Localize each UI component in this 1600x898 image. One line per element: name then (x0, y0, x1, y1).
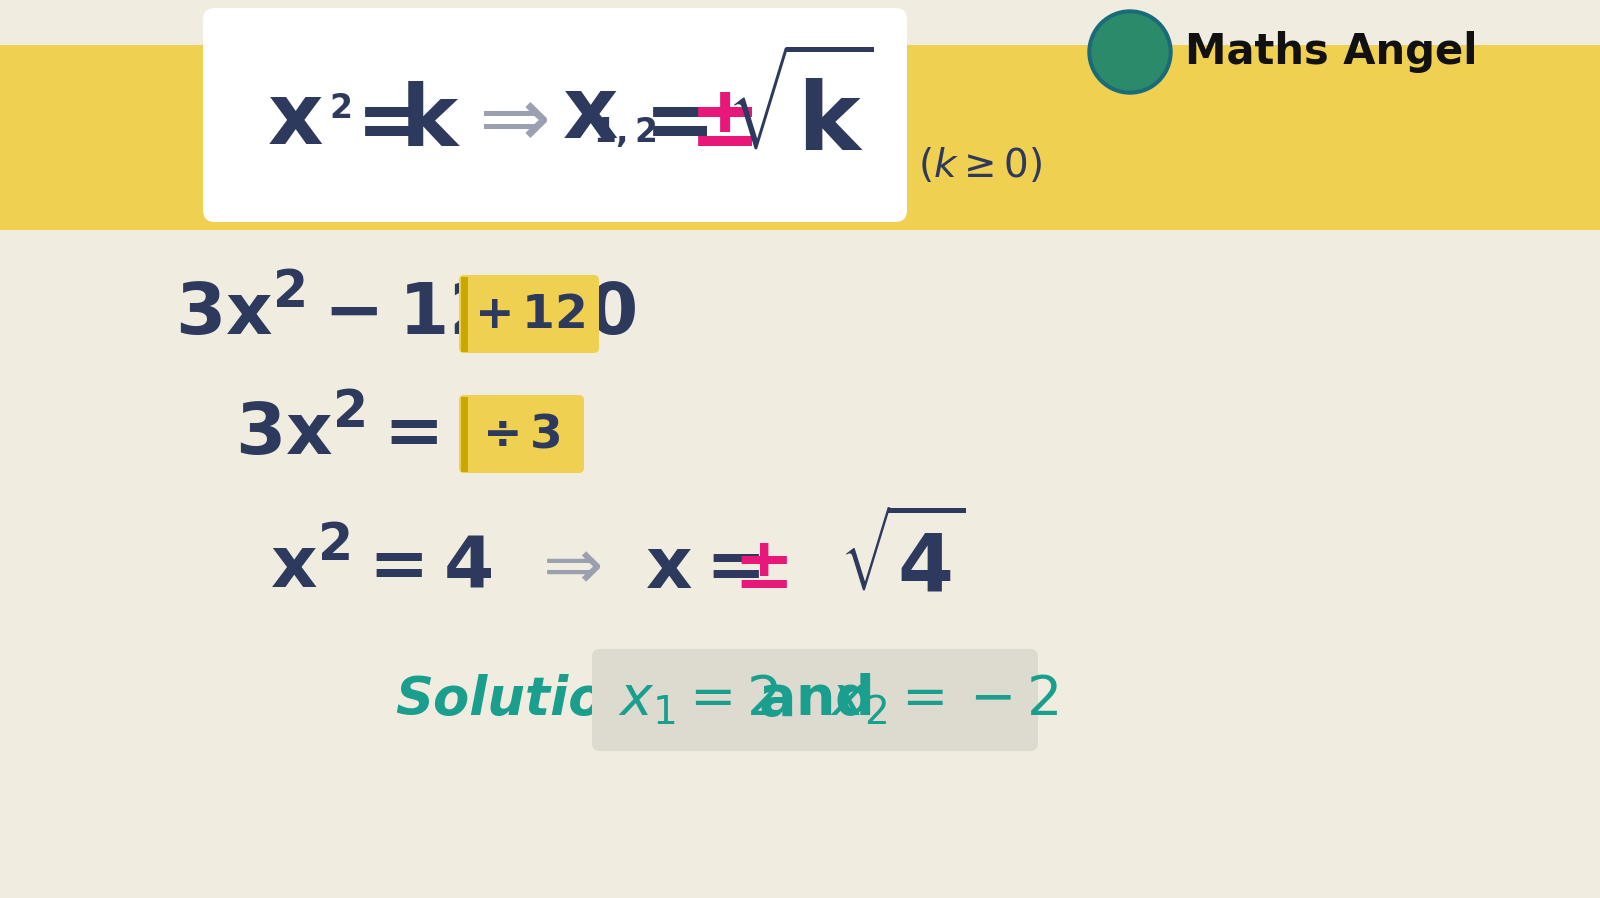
FancyBboxPatch shape (459, 395, 584, 473)
FancyBboxPatch shape (592, 649, 1038, 751)
Text: $\mathbf{+\,12}$: $\mathbf{+\,12}$ (474, 293, 584, 338)
Text: $x_2 = -2$: $x_2 = -2$ (830, 673, 1059, 727)
FancyBboxPatch shape (203, 8, 907, 222)
Text: $\mathbf{1,2}$: $\mathbf{1,2}$ (594, 115, 658, 149)
Text: $(k \geq 0)$: $(k \geq 0)$ (918, 145, 1042, 184)
FancyBboxPatch shape (0, 45, 1600, 230)
Text: $\Rightarrow$: $\Rightarrow$ (462, 81, 549, 163)
Text: $\mathbf{\sqrt{k}}$: $\mathbf{\sqrt{k}}$ (726, 58, 874, 172)
FancyBboxPatch shape (459, 275, 598, 353)
Text: $\mathbf{x}$: $\mathbf{x}$ (562, 74, 618, 156)
Text: $\mathbf{\div\,3}$: $\mathbf{\div\,3}$ (482, 412, 560, 457)
Text: $\mathbf{=}$: $\mathbf{=}$ (627, 81, 709, 163)
Text: $x_1 = 2$: $x_1 = 2$ (618, 673, 779, 727)
Circle shape (1091, 14, 1168, 90)
Text: $\mathbf{\pm}$: $\mathbf{\pm}$ (733, 533, 787, 603)
Text: $\mathbf{\pm}$: $\mathbf{\pm}$ (688, 81, 752, 163)
Text: Solution:: Solution: (395, 674, 662, 726)
Circle shape (1088, 10, 1171, 94)
Text: $\mathbf{and}$: $\mathbf{and}$ (758, 673, 872, 727)
Text: $\Rightarrow$: $\Rightarrow$ (528, 533, 602, 603)
Text: $\mathbf{3x^2 = 12}$: $\mathbf{3x^2 = 12}$ (235, 399, 555, 471)
Text: $\mathbf{=}$: $\mathbf{=}$ (339, 81, 421, 163)
Text: $\mathbf{x}$: $\mathbf{x}$ (267, 78, 323, 162)
Text: $\mathbf{{}^2}$: $\mathbf{{}^2}$ (328, 98, 352, 143)
Text: $\mathbf{3x^2 - 12 = 0}$: $\mathbf{3x^2 - 12 = 0}$ (174, 279, 637, 351)
Text: $\mathbf{\sqrt{4}}$: $\mathbf{\sqrt{4}}$ (840, 517, 966, 609)
Text: $\mathbf{x^2 = 4}$: $\mathbf{x^2 = 4}$ (270, 533, 493, 603)
Text: $\mathbf{k}$: $\mathbf{k}$ (400, 81, 461, 163)
Text: $\mathbf{x =}$: $\mathbf{x =}$ (645, 533, 760, 603)
Text: Maths Angel: Maths Angel (1186, 31, 1477, 73)
